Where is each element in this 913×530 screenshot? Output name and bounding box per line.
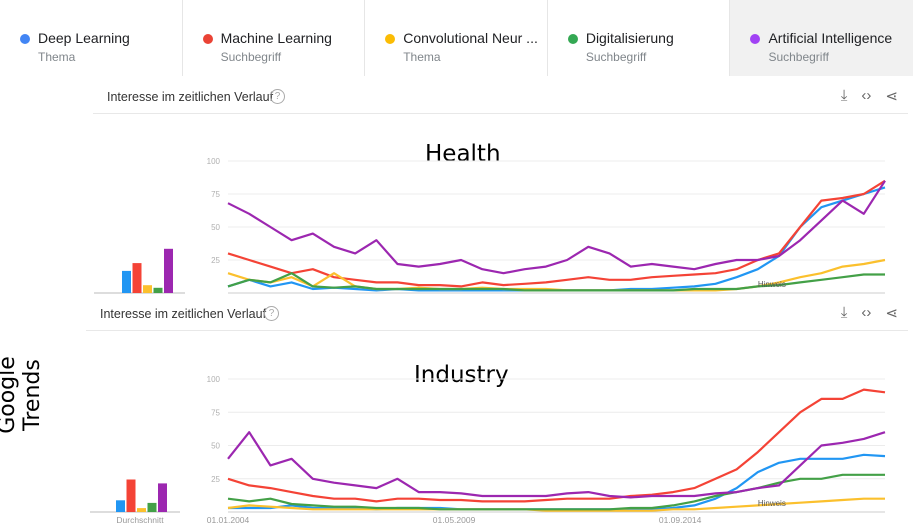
color-dot	[750, 34, 761, 44]
legend-term-type: Thema	[38, 50, 76, 64]
chart-actions: ⤓ ‹› ⋖	[841, 87, 898, 105]
y-tick-label: 75	[211, 190, 220, 199]
y-tick-label: 25	[211, 256, 220, 265]
chart-title-health: Health	[425, 141, 501, 167]
x-tick-label: 01.05.2009	[433, 515, 476, 525]
note-label: Hinweis	[758, 499, 786, 508]
y-tick-label: 25	[211, 475, 220, 484]
legend: Deep Learning Thema Machine Learning Suchb…	[0, 0, 913, 76]
series-line-machine-learning	[227, 388, 886, 503]
share-icon[interactable]: ⋖	[885, 305, 898, 322]
legend-term-type: Suchbegriff	[585, 50, 647, 64]
help-icon[interactable]: ?	[264, 306, 279, 321]
legend-term-name: Deep Learning	[38, 30, 130, 46]
average-bar-convolutional-neural-network	[143, 285, 152, 293]
average-bar-digitalisierung	[147, 502, 157, 512]
y-tick-label: 50	[211, 223, 220, 232]
color-dot	[385, 34, 396, 44]
legend-term-type: Suchbegriff	[768, 50, 829, 64]
chart-title-industry: Industry	[414, 362, 509, 388]
share-icon[interactable]: ⋖	[885, 88, 898, 105]
average-bar-artificial-intelligence	[164, 248, 173, 293]
y-tick-label: 75	[211, 408, 220, 417]
legend-term-type: Suchbegriff	[220, 50, 282, 64]
section-title: Interesse im zeitlichen Verlauf	[100, 307, 267, 321]
average-bar-machine-learning	[126, 479, 136, 512]
average-bar-machine-learning	[132, 263, 142, 293]
download-icon[interactable]: ⤓	[840, 87, 848, 104]
legend-term-name: Machine Learning	[220, 30, 332, 46]
legend-term-type: Thema	[403, 50, 441, 64]
y-tick-label: 50	[211, 442, 220, 451]
average-bar-convolutional-neural-network	[137, 508, 146, 512]
legend-term-name: Convolutional Neur ...	[403, 30, 538, 46]
section-header-health: Interesse im zeitlichen Verlauf ? ⤓ ‹› ⋖	[93, 83, 908, 114]
color-dot	[567, 34, 578, 44]
legend-item-machine-learning[interactable]: Machine Learning Suchbegriff	[183, 0, 366, 76]
series-line-digitalisierung	[227, 473, 885, 511]
average-label: Durchschnitt	[116, 515, 164, 525]
color-dot	[20, 34, 30, 44]
series-line-digitalisierung	[227, 272, 885, 292]
chart-actions: ⤓ ‹› ⋖	[841, 304, 898, 322]
help-icon[interactable]: ?	[270, 89, 285, 104]
section-title: Interesse im zeitlichen Verlauf	[107, 90, 274, 104]
legend-item-deep-learning[interactable]: Deep Learning Thema	[0, 0, 183, 76]
legend-item-digitalisierung[interactable]: Digitalisierung Suchbegriff	[548, 0, 731, 76]
series-line-artificial-intelligence	[227, 180, 886, 275]
series-line-artificial-intelligence	[227, 431, 886, 499]
x-tick-label: 01.09.2014	[659, 515, 702, 525]
legend-term-name: Digitalisierung	[585, 30, 674, 46]
embed-icon[interactable]: ‹›	[861, 87, 872, 104]
y-tick-label: 100	[207, 157, 221, 166]
section-header-industry: Interesse im zeitlichen Verlauf ? ⤓ ‹› ⋖	[86, 300, 908, 331]
y-tick-label: 100	[207, 375, 221, 384]
average-bar-deep-learning	[122, 270, 131, 293]
color-dot	[202, 34, 213, 44]
legend-item-artificial-intelligence[interactable]: Artificial Intelligence Suchbegriff	[730, 0, 913, 76]
series-line-convolutional-neural-network	[227, 497, 885, 512]
x-tick-label: 01.01.2004	[207, 515, 250, 525]
note-label: Hinweis	[758, 280, 786, 289]
average-bar-digitalisierung	[153, 287, 163, 293]
download-icon[interactable]: ⤓	[840, 304, 848, 321]
average-bar-artificial-intelligence	[158, 483, 167, 512]
average-bar-deep-learning	[116, 500, 125, 512]
embed-icon[interactable]: ‹›	[861, 304, 872, 321]
legend-item-cnn[interactable]: Convolutional Neur ... Thema	[365, 0, 548, 76]
series-line-machine-learning	[227, 179, 886, 288]
legend-term-name: Artificial Intelligence	[768, 30, 893, 46]
